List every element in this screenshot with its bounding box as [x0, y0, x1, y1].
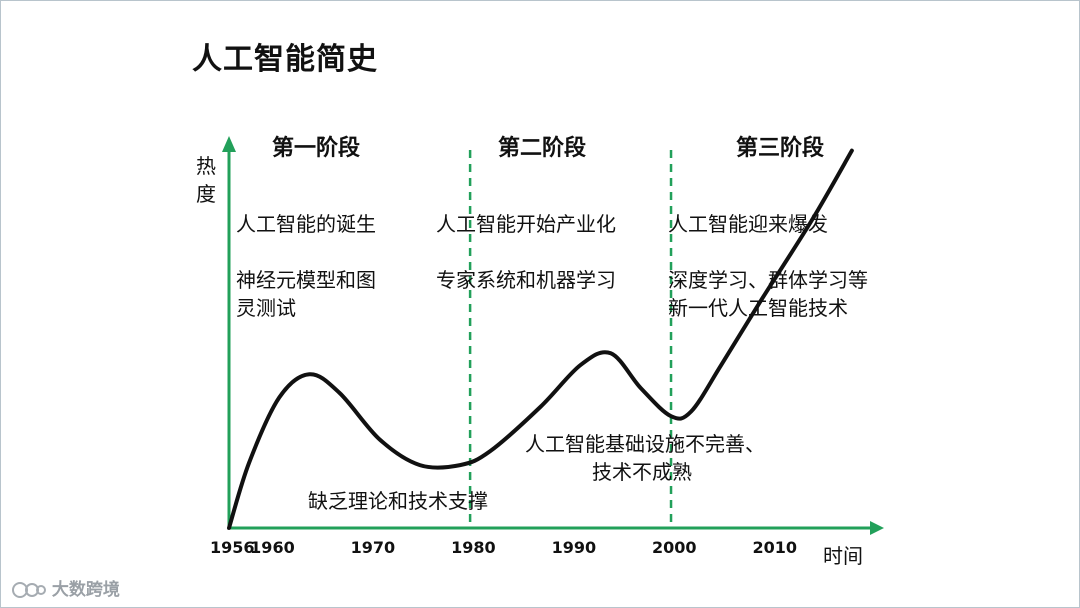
- x-axis-label: 时间: [823, 544, 863, 568]
- stage-3-headline: 人工智能迎来爆发: [668, 212, 828, 236]
- page-title: 人工智能简史: [192, 42, 378, 77]
- x-tick-2010: 2010: [752, 538, 798, 557]
- x-tick-1970: 1970: [350, 538, 396, 557]
- stage-1-headline: 人工智能的诞生: [236, 212, 376, 236]
- trough-2-annotation-line-2: 技术不成熟: [592, 460, 692, 484]
- stage-3-detail-line-2: 新一代人工智能技术: [668, 296, 848, 320]
- stage-1-detail-line-2: 灵测试: [236, 296, 296, 320]
- brand-logo-icon: [12, 580, 46, 600]
- stage-2-headline: 人工智能开始产业化: [436, 212, 616, 236]
- x-tick-1960: 1960: [250, 538, 295, 557]
- y-axis-label-char-1: 热: [196, 154, 216, 178]
- stage-dividers: [468, 150, 673, 528]
- stage-3-detail-line-1: 深度学习、群体学习等: [668, 268, 868, 292]
- y-axis-arrow-icon: [222, 136, 236, 152]
- popularity-curve-line: [227, 148, 854, 530]
- x-tick-1980: 1980: [451, 538, 496, 557]
- trough-2-annotation-line-1: 人工智能基础设施不完善、: [525, 432, 765, 456]
- x-tick-1990: 1990: [551, 538, 597, 557]
- y-axis-label-char-2: 度: [196, 182, 216, 206]
- brand-name: 大数跨境: [51, 580, 120, 600]
- x-tick-1956: 1956: [210, 538, 255, 557]
- x-tick-2000: 2000: [652, 538, 697, 557]
- stage-1-title: 第一阶段: [272, 136, 361, 161]
- popularity-curve-group: [227, 148, 854, 530]
- stage-2-detail-line-1: 专家系统和机器学习: [436, 268, 616, 292]
- x-axis-arrow-icon: [870, 521, 884, 535]
- trough-1-annotation: 缺乏理论和技术支撑: [308, 489, 488, 513]
- brand-watermark: 大数跨境: [12, 575, 120, 600]
- stage-2-title: 第二阶段: [498, 136, 587, 161]
- chart-axes: [222, 136, 884, 535]
- stage-3-title: 第三阶段: [736, 136, 825, 161]
- stage-1-detail-line-1: 神经元模型和图: [236, 268, 376, 292]
